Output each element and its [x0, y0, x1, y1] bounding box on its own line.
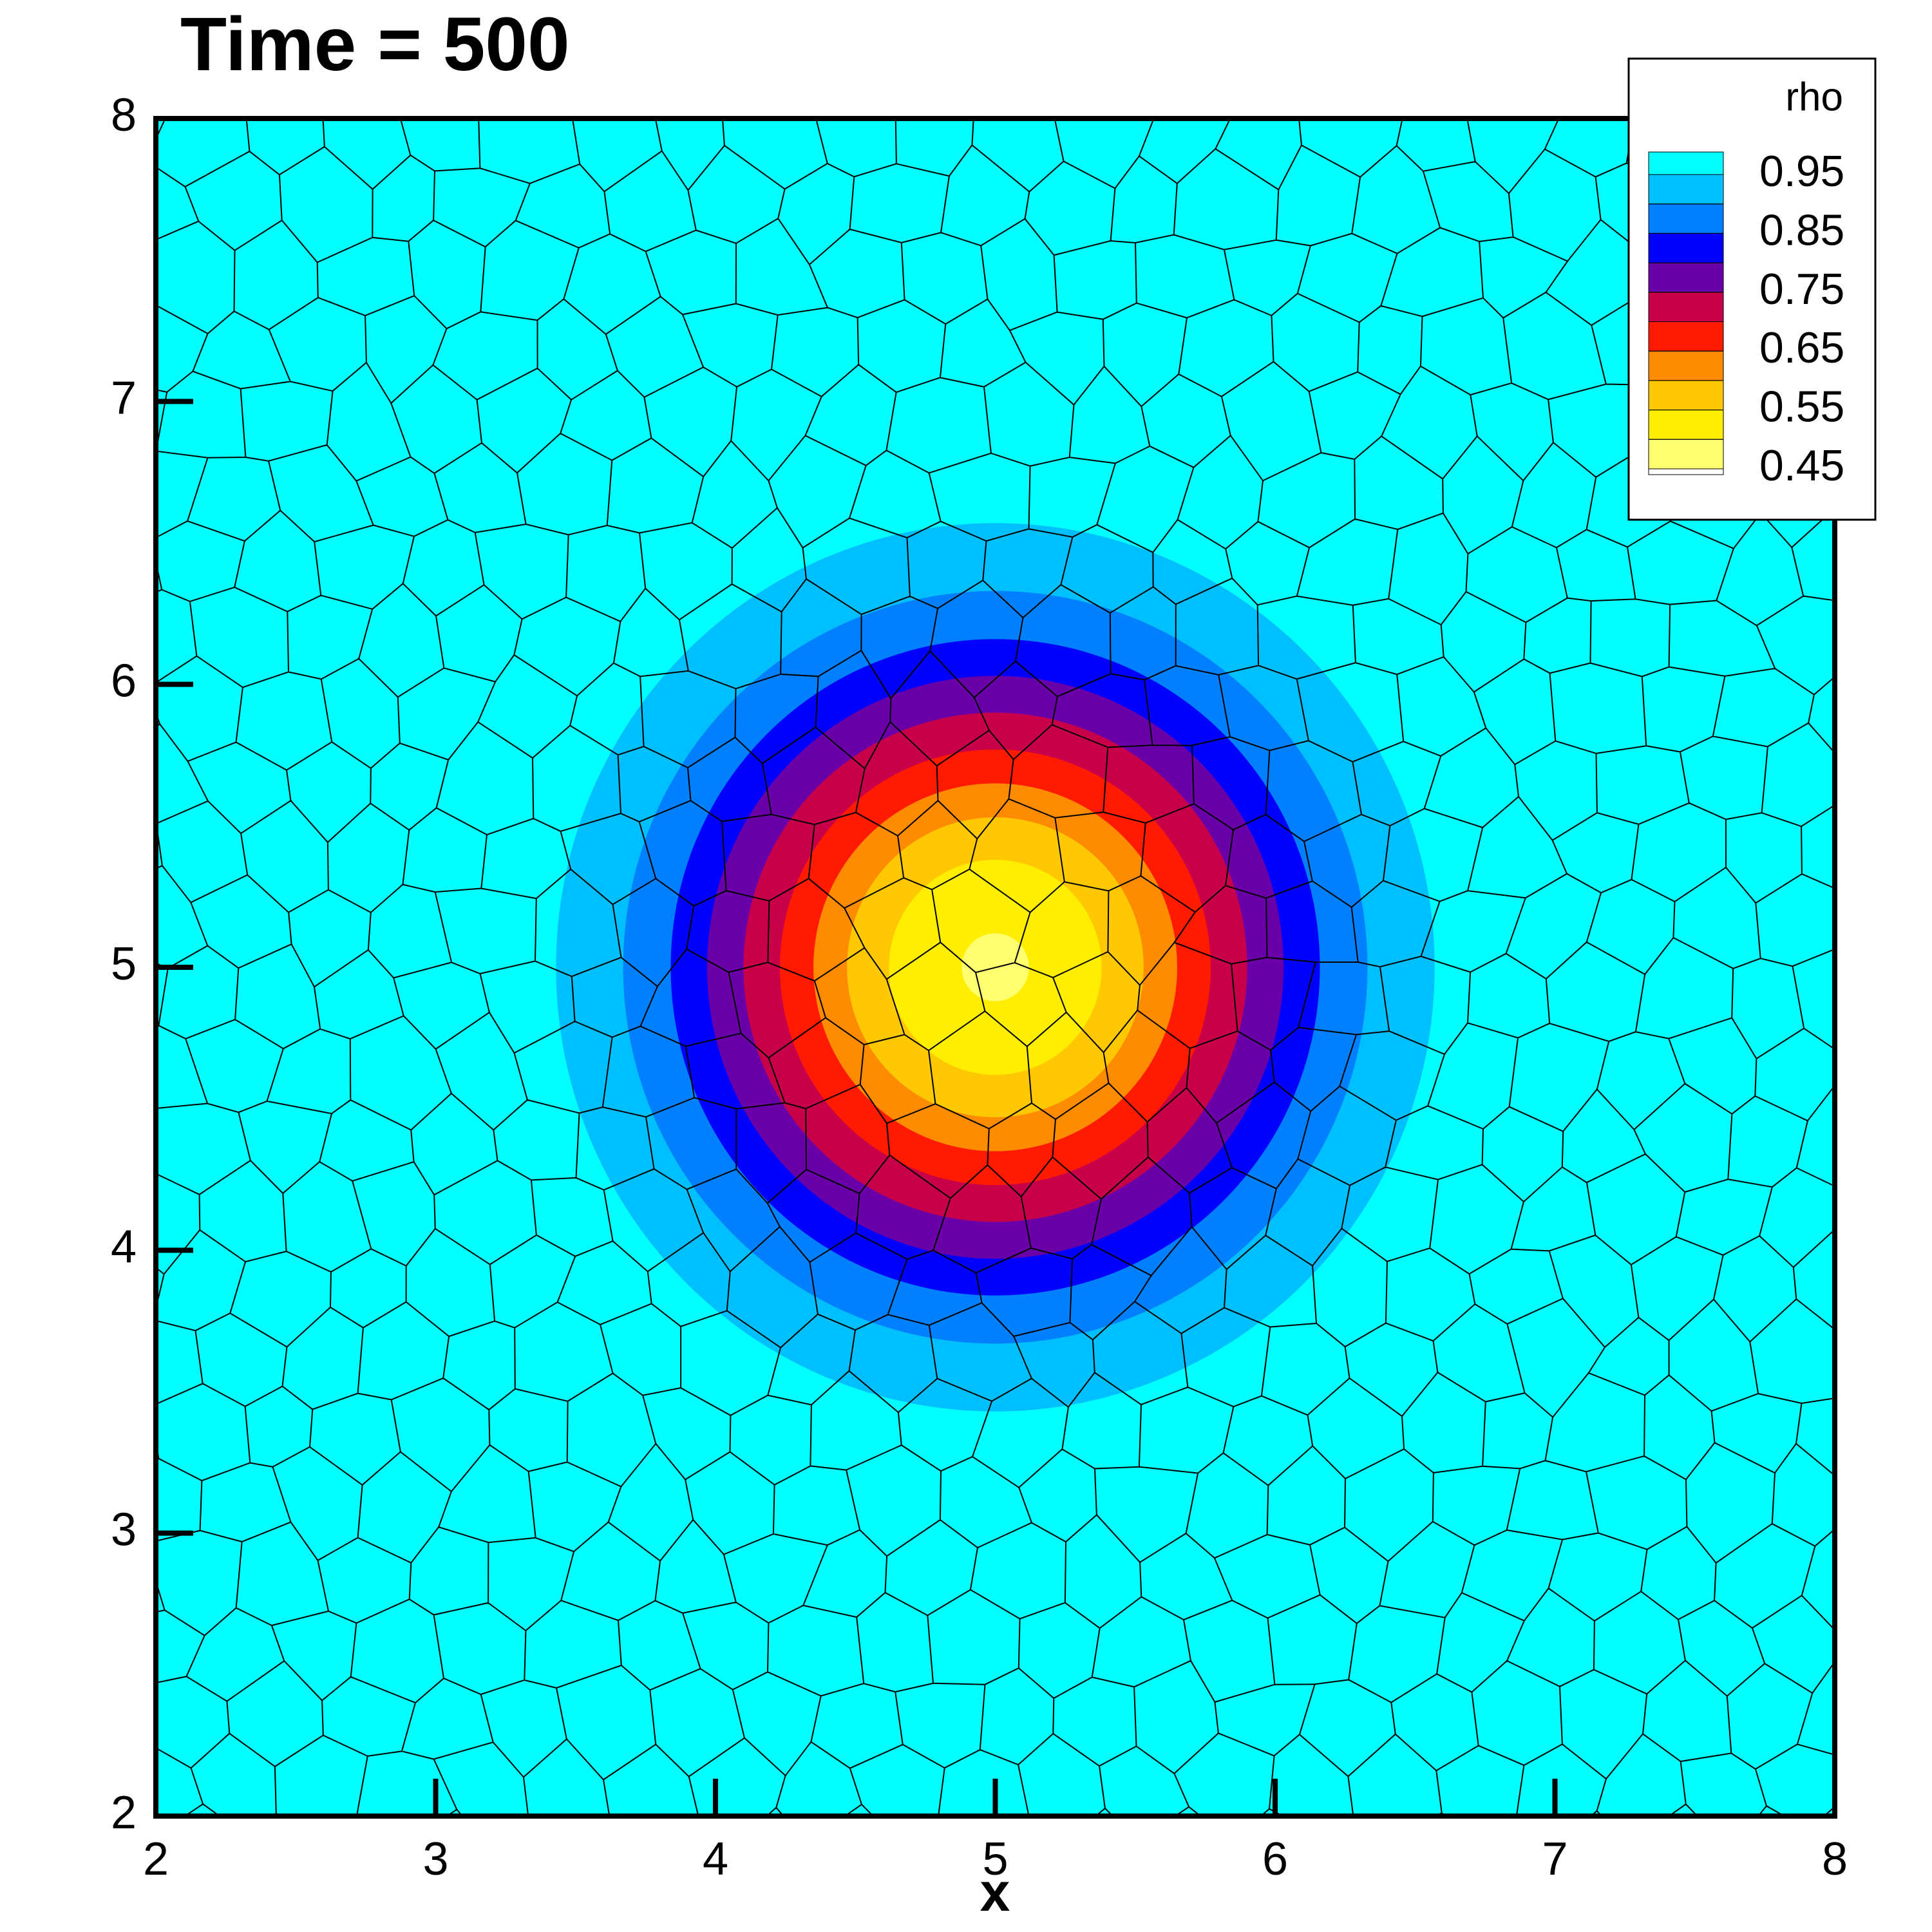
legend-swatch	[1648, 410, 1724, 440]
x-tick-label: 3	[422, 1833, 448, 1885]
x-tick-label: 5	[982, 1833, 1008, 1885]
legend-label: 0.95	[1759, 147, 1844, 196]
legend-label: 0.65	[1759, 323, 1844, 372]
y-tick-label: 4	[111, 1221, 137, 1273]
x-tick-label: 4	[703, 1833, 728, 1885]
legend-swatch	[1648, 380, 1724, 411]
legend-swatch	[1648, 262, 1724, 293]
legend-label: 0.85	[1759, 205, 1844, 254]
y-tick-label: 7	[111, 372, 137, 424]
x-tick-label: 8	[1822, 1833, 1848, 1885]
legend-swatch	[1648, 232, 1724, 263]
x-tick-label: 7	[1542, 1833, 1567, 1885]
mesh	[156, 118, 1835, 1816]
chart-title: Time = 500	[180, 2, 570, 87]
y-tick-label: 6	[111, 656, 137, 707]
legend-swatch	[1648, 174, 1724, 205]
x-tick-label: 6	[1262, 1833, 1288, 1885]
legend-title: rho	[1785, 75, 1843, 119]
y-tick-label: 8	[111, 90, 137, 141]
legend-swatch	[1648, 439, 1724, 469]
legend-swatch	[1648, 350, 1724, 381]
y-tick-label: 5	[111, 938, 137, 990]
legend-label: 0.75	[1759, 265, 1844, 314]
legend-swatch	[1648, 204, 1724, 234]
legend-swatch	[1648, 468, 1724, 475]
y-tick-label: 3	[111, 1504, 137, 1556]
x-axis-label: x	[980, 1862, 1010, 1922]
x-tick-label: 2	[143, 1833, 169, 1885]
legend-swatch	[1648, 292, 1724, 322]
legend-swatch	[1648, 151, 1724, 175]
legend-swatch	[1648, 321, 1724, 352]
y-tick-label: 2	[111, 1787, 137, 1839]
legend-label: 0.45	[1759, 441, 1844, 490]
legend-label: 0.55	[1759, 383, 1844, 431]
plot-area	[156, 118, 1835, 1816]
